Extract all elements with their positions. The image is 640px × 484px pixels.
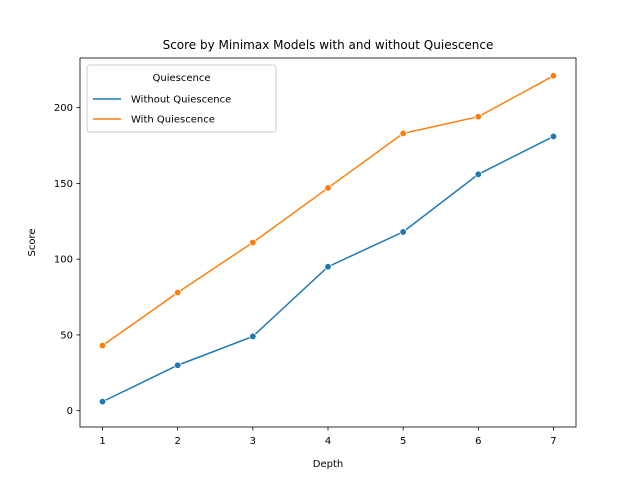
y-tick-label: 50	[60, 330, 73, 341]
x-tick-label: 1	[99, 436, 105, 447]
data-point	[399, 228, 407, 236]
plot-frame	[79, 57, 577, 428]
data-point	[249, 332, 257, 341]
y-axis-label: Score	[27, 228, 38, 256]
data-point	[98, 341, 107, 350]
x-tick-label: 4	[325, 436, 331, 447]
data-point	[549, 132, 558, 141]
data-point	[324, 184, 332, 192]
chart-title: Score by Minimax Models with and without…	[163, 38, 494, 52]
x-axis: 1 2 3 4 5 6 7	[99, 427, 557, 447]
y-axis: 0 50 100 150 200	[54, 103, 80, 417]
x-tick-label: 5	[400, 436, 406, 447]
data-point	[249, 238, 257, 247]
x-tick-label: 2	[175, 436, 181, 447]
data-point	[174, 288, 182, 297]
data-point	[399, 129, 407, 138]
data-point	[98, 397, 107, 406]
data-point	[474, 170, 482, 178]
x-tick-label: 3	[250, 436, 256, 447]
y-tick-label: 100	[54, 255, 73, 266]
data-point	[324, 263, 332, 271]
series-with-quiescence	[98, 72, 558, 350]
data-point	[174, 361, 182, 369]
data-point	[549, 72, 558, 80]
y-tick-label: 200	[54, 103, 73, 114]
legend-box	[86, 64, 277, 133]
y-tick-label: 0	[67, 406, 73, 417]
x-tick-label: 7	[550, 436, 556, 447]
x-tick-label: 6	[475, 436, 481, 447]
legend-entries: Without Quiescence With Quiescence	[93, 95, 231, 126]
legend: Quiescence Without Quiescence With Quiesc…	[86, 64, 277, 133]
series-layer	[98, 72, 558, 406]
legend-label-without-quiescence: Without Quiescence	[131, 95, 231, 106]
legend-label-with-quiescence: With Quiescence	[131, 115, 215, 126]
x-axis-label: Depth	[313, 459, 343, 470]
legend-title: Quiescence	[153, 73, 211, 84]
y-tick-label: 150	[54, 179, 73, 190]
data-point	[474, 113, 482, 121]
series-without-quiescence	[98, 132, 558, 406]
